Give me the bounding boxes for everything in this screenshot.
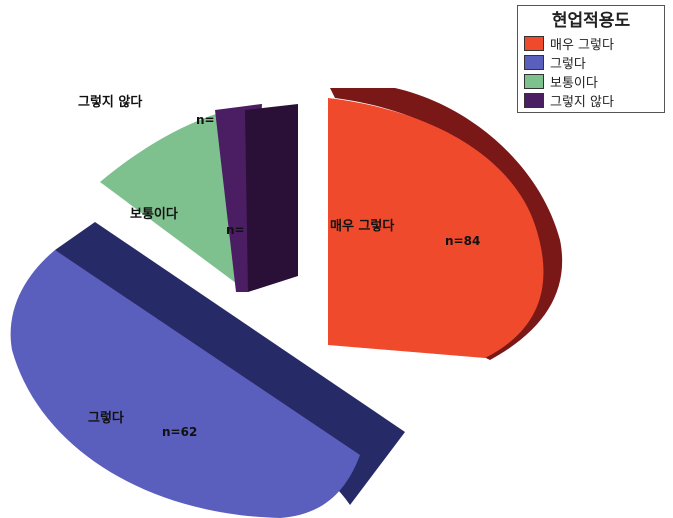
slice-label: 그렇다 xyxy=(88,410,124,426)
slice-label: 그렇지 않다 xyxy=(78,94,142,110)
slice-count-label: n=62 xyxy=(162,425,197,439)
slice-count-label: n=84 xyxy=(445,234,480,248)
legend-swatch xyxy=(524,36,544,51)
slice-count-label: n= xyxy=(226,223,245,237)
legend-swatch xyxy=(524,93,544,108)
legend-label: 보통이다 xyxy=(550,76,598,91)
legend: 현업적용도 매우 그렇다 그렇다 보통이다 그렇지 않다 xyxy=(517,5,665,113)
slice-label: 매우 그렇다 xyxy=(330,218,394,234)
slice-depth-very-yes xyxy=(330,88,563,360)
legend-item-neutral: 보통이다 xyxy=(524,72,658,91)
legend-item-very-yes: 매우 그렇다 xyxy=(524,34,658,53)
legend-label: 매우 그렇다 xyxy=(550,38,614,53)
slice-label: 보통이다 xyxy=(130,206,178,222)
legend-label: 그렇지 않다 xyxy=(550,95,614,110)
slice-very-yes xyxy=(328,98,544,358)
legend-title: 현업적용도 xyxy=(551,11,631,31)
legend-item-yes: 그렇다 xyxy=(524,53,658,72)
slice-count-label: n= xyxy=(196,113,215,127)
legend-item-no: 그렇지 않다 xyxy=(524,91,658,110)
legend-label: 그렇다 xyxy=(550,57,586,72)
legend-swatch xyxy=(524,74,544,89)
legend-swatch xyxy=(524,55,544,70)
slice-yes xyxy=(10,250,360,518)
slice-depth-no xyxy=(245,104,298,292)
